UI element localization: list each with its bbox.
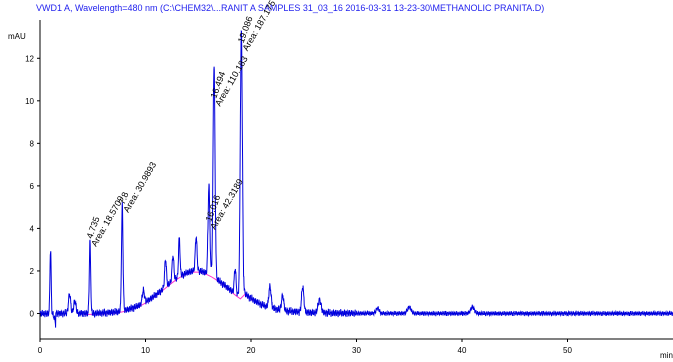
y-axis-unit: mAU	[8, 32, 26, 41]
x-axis-unit: min	[660, 351, 673, 360]
y-tick-label: 10	[25, 97, 34, 106]
y-tick-label: 12	[25, 54, 34, 63]
x-tick-label: 50	[563, 346, 572, 355]
y-axis-ticks: 0 2 4 6 8 10 12	[25, 54, 40, 318]
x-tick-label: 20	[247, 346, 256, 355]
peak-retention-time-label: 7.8	[117, 191, 131, 206]
chart-title: VWD1 A, Wavelength=480 nm (C:\CHEM32\...…	[36, 3, 544, 13]
y-tick-label: 0	[30, 309, 35, 318]
chromatogram-trace	[39, 29, 673, 328]
x-axis-ticks: 0 10 20 30 40 50	[38, 339, 572, 355]
y-tick-label: 8	[30, 139, 35, 148]
x-tick-label: 0	[38, 346, 43, 355]
x-tick-label: 10	[141, 346, 150, 355]
y-tick-label: 4	[30, 224, 35, 233]
x-tick-label: 40	[458, 346, 467, 355]
x-tick-label: 30	[352, 346, 361, 355]
y-tick-label: 6	[30, 182, 35, 191]
y-tick-label: 2	[30, 267, 35, 276]
